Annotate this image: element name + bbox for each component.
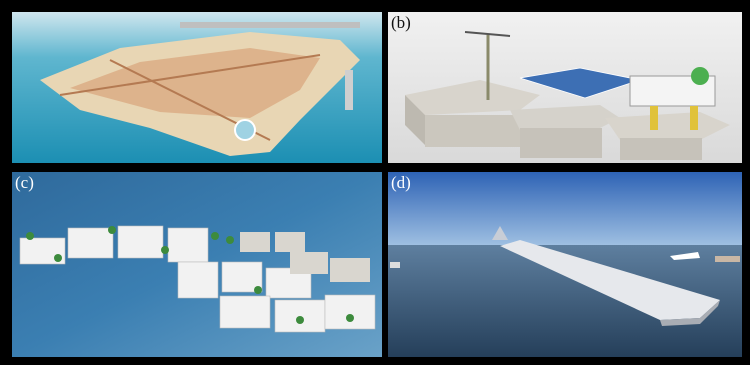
block: [274, 299, 326, 333]
panel-b: (b): [388, 12, 742, 163]
tree: [254, 286, 262, 294]
block: [324, 294, 376, 330]
empty-platforms: [240, 232, 370, 282]
platform: [330, 258, 370, 282]
tower: [492, 226, 508, 240]
tree: [296, 316, 304, 324]
panel-d: (d): [388, 172, 742, 357]
panel-label: (b): [391, 13, 411, 32]
platform-side: [405, 95, 425, 145]
road: [59, 54, 321, 96]
trees: [26, 226, 354, 324]
pier-side: [660, 300, 720, 326]
platform: [510, 105, 620, 130]
pier: [345, 70, 353, 110]
pillar: [690, 106, 698, 130]
panel-a: [12, 12, 382, 163]
block: [167, 227, 209, 263]
floating-blocks: [19, 225, 376, 333]
panel-c: (c): [12, 172, 382, 357]
tree: [346, 314, 354, 322]
pier: [180, 22, 360, 28]
block: [177, 261, 219, 299]
platform: [240, 232, 270, 252]
platform-front: [425, 115, 520, 147]
block: [67, 227, 114, 259]
tree: [26, 232, 34, 240]
platform: [275, 232, 305, 252]
turbine-blade: [464, 31, 511, 37]
pool: [234, 119, 256, 141]
platform-front: [620, 138, 702, 160]
panel-label: (d): [391, 173, 411, 192]
tree: [211, 232, 219, 240]
platform: [290, 252, 328, 274]
pier: [500, 240, 720, 320]
block: [219, 295, 271, 329]
tree: [226, 236, 234, 244]
helipad: [691, 67, 709, 85]
boat: [390, 262, 400, 268]
tree: [108, 226, 116, 234]
sky: [388, 172, 742, 252]
tree: [54, 254, 62, 262]
block: [221, 261, 263, 293]
block: [19, 237, 66, 265]
platform: [605, 112, 730, 140]
platform-front: [520, 128, 602, 158]
block: [117, 225, 164, 259]
airplane: [670, 252, 700, 260]
tree: [161, 246, 169, 254]
pillar: [650, 106, 658, 130]
panel-label: (c): [15, 173, 34, 192]
platform: [405, 80, 540, 115]
ship: [715, 256, 740, 262]
